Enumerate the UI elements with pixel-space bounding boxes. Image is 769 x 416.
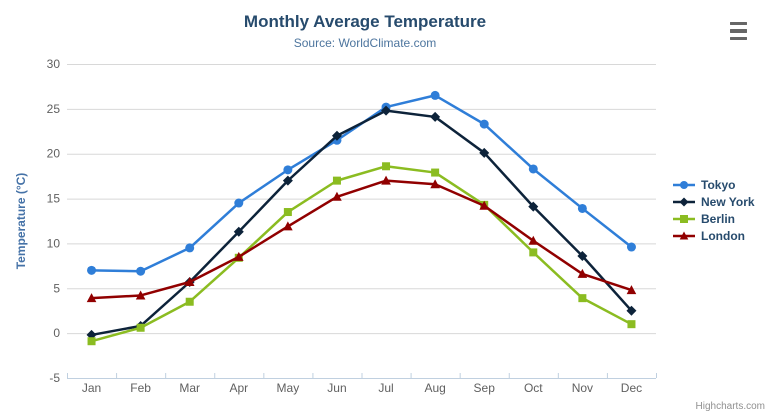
x-axis-label: Jun xyxy=(327,381,346,395)
legend-item-berlin[interactable]: Berlin xyxy=(671,210,755,227)
y-axis-label: 10 xyxy=(47,236,61,250)
data-point[interactable] xyxy=(283,165,293,175)
data-point[interactable] xyxy=(626,242,636,252)
x-axis-label: May xyxy=(277,381,300,395)
data-point[interactable] xyxy=(234,198,244,208)
data-point[interactable] xyxy=(431,168,440,177)
legend-item-tokyo[interactable]: Tokyo xyxy=(671,176,755,193)
series-line-berlin[interactable] xyxy=(90,165,633,343)
triangle-marker-icon xyxy=(673,231,695,239)
data-point[interactable] xyxy=(381,105,392,116)
chart-title: Monthly Average Temperature xyxy=(243,12,487,31)
y-axis-label: 30 xyxy=(47,57,61,71)
data-point[interactable] xyxy=(479,119,489,129)
data-point[interactable] xyxy=(479,200,490,210)
x-axis-label: Dec xyxy=(621,381,642,395)
legend-item-label: New York xyxy=(701,194,755,209)
series-line-tokyo[interactable] xyxy=(90,94,633,273)
y-axis-label: -5 xyxy=(49,371,60,385)
hamburger-icon xyxy=(730,21,747,26)
legend-item-label: Berlin xyxy=(701,211,736,226)
data-point[interactable] xyxy=(87,265,97,275)
data-point[interactable] xyxy=(577,250,588,261)
legend-item-label: Tokyo xyxy=(701,177,736,192)
data-point[interactable] xyxy=(283,221,293,231)
data-point[interactable] xyxy=(479,147,490,158)
data-point[interactable] xyxy=(233,251,244,261)
data-point[interactable] xyxy=(332,176,341,185)
series-line-london[interactable] xyxy=(90,179,633,300)
legend: Tokyo New York Berlin London xyxy=(671,176,755,244)
x-axis-label: Feb xyxy=(130,381,151,395)
hamburger-icon xyxy=(730,36,747,41)
data-point[interactable] xyxy=(382,162,391,171)
y-axis-label: 15 xyxy=(47,192,61,206)
data-point[interactable] xyxy=(233,226,244,237)
data-point[interactable] xyxy=(577,203,587,213)
circle-marker-icon xyxy=(673,180,695,189)
x-axis-label: Jul xyxy=(378,381,393,395)
series-line-new-york[interactable] xyxy=(90,109,633,337)
x-axis-label: Apr xyxy=(229,381,248,395)
y-axis-label: 0 xyxy=(53,326,60,340)
data-point[interactable] xyxy=(430,111,441,122)
data-point[interactable] xyxy=(577,268,588,278)
data-point[interactable] xyxy=(626,305,637,316)
data-point[interactable] xyxy=(135,290,146,300)
data-point[interactable] xyxy=(332,191,342,201)
data-point[interactable] xyxy=(283,208,292,217)
data-point[interactable] xyxy=(184,277,195,287)
data-point[interactable] xyxy=(529,248,538,257)
data-point[interactable] xyxy=(331,130,342,141)
x-axis-label: Aug xyxy=(424,381,445,395)
data-point[interactable] xyxy=(185,297,194,306)
y-axis-title: Temperature (°C) xyxy=(14,173,28,270)
legend-item-new-york[interactable]: New York xyxy=(671,193,755,210)
data-point[interactable] xyxy=(87,337,96,346)
data-point[interactable] xyxy=(528,235,539,245)
x-axis-label: Jan xyxy=(82,381,101,395)
data-point[interactable] xyxy=(86,293,97,303)
y-axis-label: 25 xyxy=(47,102,61,116)
x-axis-label: Nov xyxy=(572,381,593,395)
data-point[interactable] xyxy=(136,323,145,332)
data-point[interactable] xyxy=(528,201,539,212)
legend-item-london[interactable]: London xyxy=(671,227,755,244)
data-point[interactable] xyxy=(430,179,440,189)
data-point[interactable] xyxy=(430,90,440,100)
hamburger-icon xyxy=(730,29,747,33)
legend-item-label: London xyxy=(701,228,745,243)
y-axis-label: 20 xyxy=(47,147,61,161)
y-axis-label: 5 xyxy=(53,281,60,295)
credits-link[interactable]: Highcharts.com xyxy=(695,401,765,412)
x-axis-label: Mar xyxy=(179,381,200,395)
export-menu-button[interactable] xyxy=(730,20,752,42)
diamond-marker-icon xyxy=(673,197,695,206)
chart-subtitle: Source: WorldClimate.com xyxy=(293,36,437,50)
data-point[interactable] xyxy=(528,164,538,174)
data-point[interactable] xyxy=(381,175,391,185)
data-point[interactable] xyxy=(578,294,587,303)
square-marker-icon xyxy=(673,214,695,223)
data-point[interactable] xyxy=(185,243,195,253)
data-point[interactable] xyxy=(627,320,636,329)
data-point[interactable] xyxy=(282,175,293,186)
data-point[interactable] xyxy=(136,266,146,276)
x-axis-label: Sep xyxy=(474,381,496,395)
x-axis-label: Oct xyxy=(524,381,543,395)
data-point[interactable] xyxy=(626,285,637,295)
